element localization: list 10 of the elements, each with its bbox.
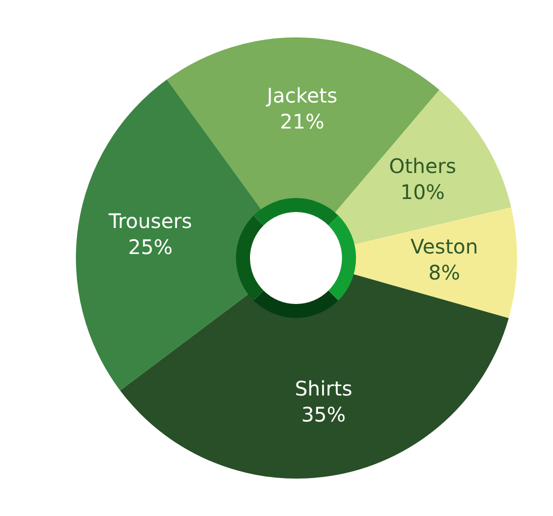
- slice-label: Others: [388, 154, 456, 178]
- data-label: 8%: [428, 260, 460, 284]
- data-label: 10%: [400, 180, 445, 204]
- data-label: 35%: [301, 402, 346, 426]
- data-label: 25%: [128, 235, 173, 260]
- data-label: 21%: [280, 110, 324, 134]
- slice-label: Trousers: [108, 209, 192, 234]
- slice-label: Veston: [410, 234, 478, 258]
- slice-label: Jackets: [264, 84, 338, 108]
- slice-label: Shirts: [294, 376, 352, 400]
